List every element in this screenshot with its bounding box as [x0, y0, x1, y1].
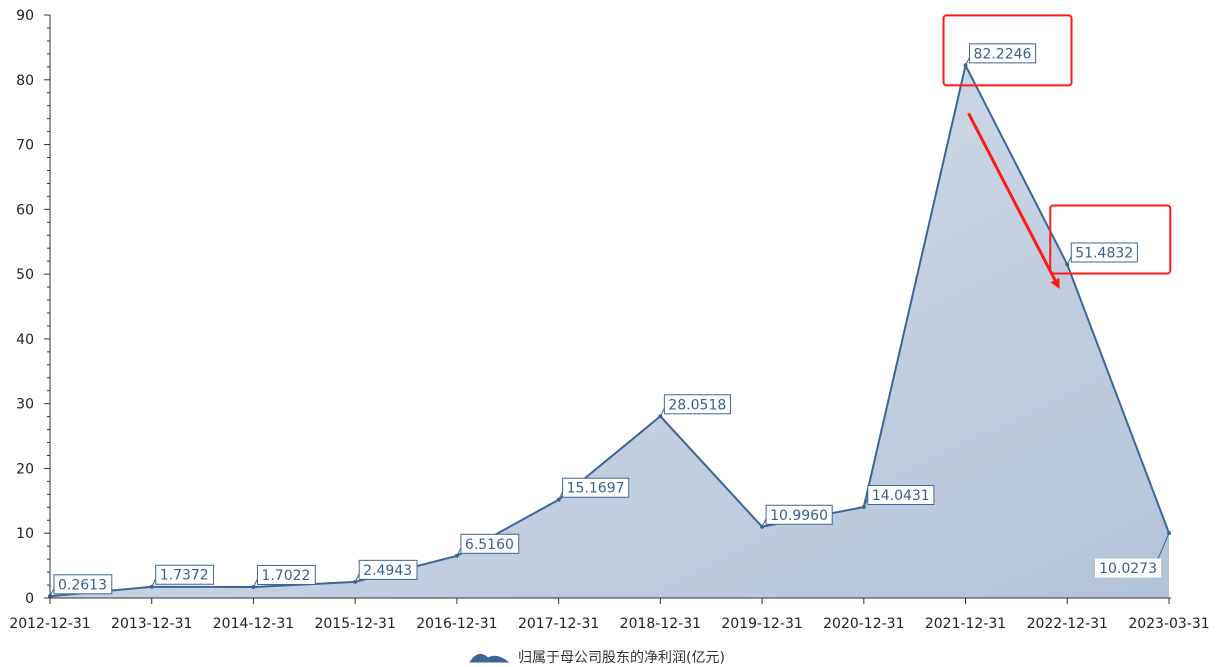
x-tick-label: 2013-12-31	[111, 616, 192, 632]
data-label-box	[562, 477, 630, 498]
y-tick-label: 60	[16, 202, 34, 218]
data-label-text: 51.4832	[1075, 246, 1133, 262]
x-tick-label: 2022-12-31	[1027, 616, 1108, 632]
data-label-box	[867, 485, 935, 506]
axes: 0 10 20 30 40 50 60 70 80 90 2012-12-31 2013-12-31 2…	[9, 8, 1209, 632]
data-label: 6.5160	[456, 533, 520, 557]
y-tick-label: 50	[16, 267, 34, 283]
data-label-box	[663, 394, 731, 415]
data-label-text: 1.7372	[160, 568, 209, 584]
y-tick-label: 20	[16, 461, 34, 477]
legend[interactable]: 归属于母公司股东的净利润(亿元)	[469, 649, 725, 666]
x-tick-label: 2020-12-31	[823, 616, 904, 632]
data-label: 51.4832	[1066, 242, 1138, 265]
annotations	[942, 14, 1172, 289]
area-layer	[48, 62, 1171, 599]
data-label-box	[358, 559, 418, 580]
data-label-box	[765, 504, 833, 525]
series-area-fill	[50, 65, 1169, 598]
data-label-text: 6.5160	[465, 537, 514, 553]
data-label-text: 1.7022	[261, 568, 310, 584]
data-label: 10.9960	[761, 504, 833, 527]
data-label-text: 15.1697	[567, 481, 625, 497]
data-label-box	[460, 533, 520, 554]
data-label-box	[1095, 558, 1162, 578]
data-label: 14.0431	[863, 485, 935, 508]
data-label: 28.0518	[659, 394, 731, 417]
data-labels: 0.2613 1.7372 1.7022 2.4943 6.5160 15.1697 28.…	[49, 43, 1170, 597]
data-label: 10.0273	[1095, 532, 1170, 578]
series-line[interactable]	[49, 62, 1170, 598]
data-label: 1.7372	[151, 564, 215, 587]
y-tick-label: 40	[16, 332, 34, 348]
data-label-text: 28.0518	[668, 397, 726, 413]
leader-line	[659, 408, 665, 417]
data-label: 2.4943	[354, 559, 418, 583]
data-label-box	[969, 43, 1037, 64]
legend-area-icon	[469, 653, 510, 663]
y-tick-label: 80	[16, 73, 34, 89]
y-tick-label: 10	[16, 526, 34, 542]
data-label: 0.2613	[49, 574, 113, 597]
leader-line	[49, 588, 55, 597]
data-label-box	[53, 574, 113, 595]
y-tick-label: 0	[25, 591, 34, 607]
x-tick-label: 2017-12-31	[518, 616, 599, 632]
data-label-box	[1070, 242, 1138, 263]
leader-line	[965, 57, 970, 66]
data-label-box	[155, 564, 215, 585]
highlight-box-2022	[1049, 204, 1172, 275]
y-tick-label: 30	[16, 397, 34, 413]
data-label-text: 10.9960	[770, 508, 828, 524]
leader-line	[151, 578, 157, 587]
leader-line	[863, 498, 869, 508]
x-tick-label: 2023-03-31	[1128, 616, 1209, 632]
x-tick-label: 2019-12-31	[721, 616, 802, 632]
data-label: 15.1697	[558, 477, 630, 500]
leader-line	[761, 518, 767, 527]
x-tick-label: 2021-12-31	[925, 616, 1006, 632]
data-label-text: 10.0273	[1099, 561, 1157, 577]
x-tick-label: 2012-12-31	[9, 616, 90, 632]
data-label: 82.2246	[965, 43, 1037, 66]
data-label-text: 2.4943	[363, 563, 412, 579]
leader-line	[1066, 256, 1072, 265]
leader-line	[354, 573, 360, 583]
x-tick-label: 2015-12-31	[314, 616, 395, 632]
data-label-text: 82.2246	[974, 46, 1032, 62]
data-label-text: 0.2613	[58, 577, 107, 593]
x-tick-label: 2016-12-31	[416, 616, 497, 632]
highlight-box-2021	[942, 14, 1073, 87]
data-label: 1.7022	[253, 564, 316, 588]
x-tick-label: 2014-12-31	[213, 616, 294, 632]
leader-line	[1156, 532, 1170, 562]
leader-line	[558, 491, 564, 500]
data-label-text: 14.0431	[872, 488, 930, 504]
y-tick-label: 70	[16, 138, 34, 154]
leader-line	[253, 578, 258, 588]
data-label-box	[256, 564, 316, 585]
legend-label: 归属于母公司股东的净利润(亿元)	[518, 649, 725, 666]
leader-line	[456, 547, 462, 557]
legend-item[interactable]: 归属于母公司股东的净利润(亿元)	[469, 649, 725, 666]
arrow-annotation	[967, 112, 1060, 289]
y-tick-label: 90	[16, 8, 34, 24]
x-tick-label: 2018-12-31	[620, 616, 701, 632]
